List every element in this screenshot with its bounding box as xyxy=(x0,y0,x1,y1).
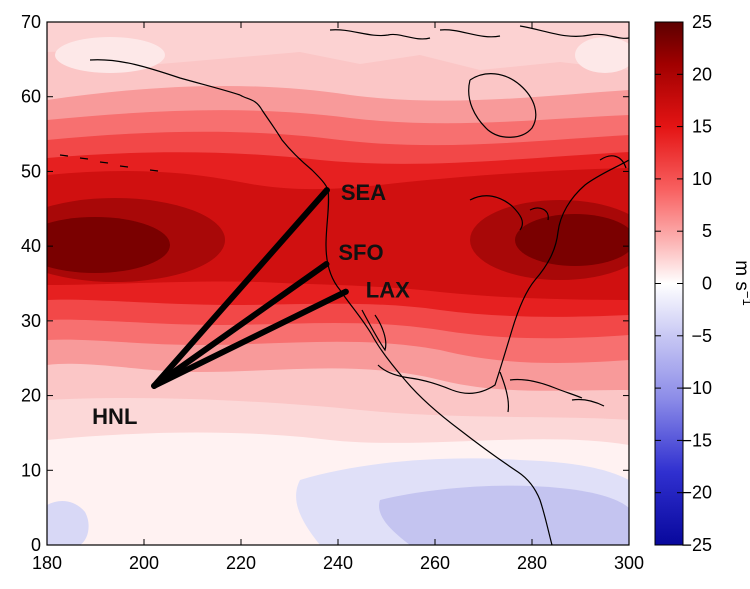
x-tick-labels: 180 200 220 240 260 280 300 xyxy=(32,553,644,573)
easterly-blue-2 xyxy=(379,485,629,545)
city-label-sfo: SFO xyxy=(338,240,383,265)
coast-aleutians xyxy=(59,154,159,172)
field-white-patch-ne xyxy=(575,37,629,73)
colorbar-tick-label: −5 xyxy=(691,326,712,346)
coast-hudson-bay xyxy=(468,73,537,138)
y-tick-label: 10 xyxy=(21,460,41,480)
coast-baja xyxy=(361,309,387,352)
city-label-sea: SEA xyxy=(341,180,386,205)
route-hnl-sea xyxy=(151,187,330,389)
axis-ticks xyxy=(46,21,630,546)
coast-alaska-north xyxy=(89,59,241,96)
colorbar-unit-superscript: −1 xyxy=(740,291,750,306)
x-tick-label: 300 xyxy=(614,553,644,573)
jet-max-west xyxy=(47,217,170,273)
x-tick-label: 180 xyxy=(32,553,62,573)
city-point-lax xyxy=(342,288,349,295)
x-tick-label: 220 xyxy=(226,553,256,573)
city-point-hnl xyxy=(151,382,158,389)
colorbar-tick-label: −20 xyxy=(681,483,712,503)
y-tick-labels: 0 10 20 30 40 50 60 70 xyxy=(21,12,41,555)
colorbar-tick-label: 5 xyxy=(702,221,712,241)
y-tick-label: 60 xyxy=(21,87,41,107)
easterly-blue-3 xyxy=(47,500,89,545)
colorbar-tick-label: −15 xyxy=(681,430,712,450)
x-tick-label: 260 xyxy=(420,553,450,573)
route-hnl-sfo xyxy=(151,261,330,389)
y-tick-label: 30 xyxy=(21,311,41,331)
colorbar-tick-label: 25 xyxy=(692,12,712,32)
y-tick-label: 20 xyxy=(21,386,41,406)
colorbar-tick-label: −25 xyxy=(681,535,712,555)
colorbar-tick-label: 20 xyxy=(692,64,712,84)
flight-routes xyxy=(151,187,349,389)
y-tick-label: 50 xyxy=(21,161,41,181)
x-tick-label: 200 xyxy=(129,553,159,573)
colorbar-tick-label: 10 xyxy=(692,169,712,189)
route-hnl-lax xyxy=(151,288,349,389)
city-label-hnl: HNL xyxy=(92,404,137,429)
coast-florida xyxy=(499,371,510,413)
colorbar-unit-label: m s−1 xyxy=(731,260,750,305)
y-tick-label: 70 xyxy=(21,12,41,32)
jet-max-east xyxy=(515,214,629,266)
y-tick-label: 0 xyxy=(31,535,41,555)
coast-hispaniola xyxy=(571,398,605,407)
wind-field-contours xyxy=(47,22,629,545)
coast-arctic-islands xyxy=(329,25,629,40)
field-north-light xyxy=(47,22,629,70)
coast-cuba xyxy=(509,378,583,399)
colorbar: 25 20 15 10 5 0 −5 −10 −15 −20 −25 m s−1 xyxy=(654,12,750,555)
city-label-lax: LAX xyxy=(366,278,410,303)
y-tick-label: 40 xyxy=(21,236,41,256)
colorbar-tick-label: 15 xyxy=(692,117,712,137)
field-white-patch-nw xyxy=(55,37,165,73)
colorbar-tick-label: 0 xyxy=(702,274,712,294)
colorbar-tick-label: −10 xyxy=(681,378,712,398)
coast-east xyxy=(451,159,629,394)
coast-greatlakes xyxy=(469,195,549,231)
coast-gulf xyxy=(377,364,453,391)
city-point-sfo xyxy=(323,261,330,268)
coast-newfoundland xyxy=(599,155,627,169)
city-markers: HNL SEA SFO LAX xyxy=(92,180,410,429)
colorbar-ticks: 25 20 15 10 5 0 −5 −10 −15 −20 −25 xyxy=(655,12,712,555)
x-tick-label: 240 xyxy=(323,553,353,573)
city-point-sea xyxy=(323,187,330,194)
x-tick-label: 280 xyxy=(517,553,547,573)
coastlines xyxy=(59,25,629,545)
coast-alaska-canada-west xyxy=(239,94,553,545)
